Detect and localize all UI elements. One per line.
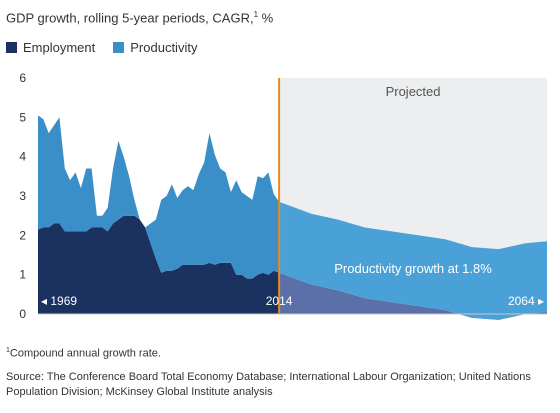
chart-title-text: GDP growth, rolling 5-year periods, CAGR… [6,10,254,26]
legend: Employment Productivity [6,40,197,55]
chart-title-footnote-marker: 1 [253,10,259,19]
legend-label-productivity: Productivity [130,40,198,55]
y-tick-label: 6 [19,71,26,85]
y-tick-label: 5 [19,110,26,124]
legend-label-employment: Employment [23,40,96,55]
legend-swatch-productivity [113,42,125,53]
legend-item-productivity: Productivity [113,40,197,55]
productivity-annotation: Productivity growth at 1.8% [334,261,492,276]
y-tick-label: 4 [19,150,26,164]
area-productivity-historical [38,115,280,279]
source-note: Source: The Conference Board Total Econo… [6,371,531,398]
chart-plot: 0 1 2 3 4 5 6 Projected Productivity growth at 1… [19,71,547,321]
legend-item-employment: Employment [6,40,95,55]
y-tick-label: 2 [19,228,26,242]
x-label-start: ◂ 1969 [41,294,77,308]
projected-label: Projected [386,84,441,99]
x-label-end: 2064 ▸ [508,294,544,308]
y-tick-label: 3 [19,189,26,203]
chart-title: GDP growth, rolling 5-year periods, CAGR… [6,10,273,25]
footnote-text: Compound annual growth rate. [9,347,161,360]
chart-title-unit: % [258,10,274,26]
area-employment-historical [38,215,280,314]
footnote: 1Compound annual growth rate. [6,347,161,360]
footnote-marker: 1 [6,347,10,354]
x-label-split: 2014 [266,294,293,308]
y-tick-label: 1 [19,268,26,282]
area-productivity-projected [279,201,547,320]
area-employment-projected [279,272,547,320]
y-tick-label: 0 [19,307,26,321]
legend-swatch-employment [6,42,17,53]
